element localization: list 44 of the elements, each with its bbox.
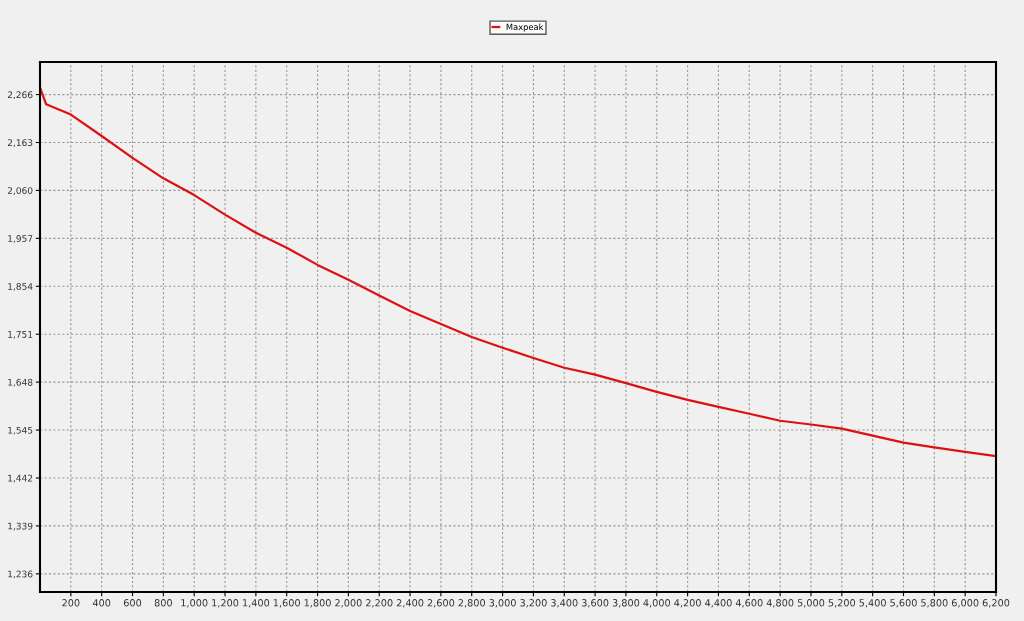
x-tick-label: 3,400: [551, 599, 578, 608]
y-tick-label: 1,648: [8, 378, 33, 387]
line-series: [40, 86, 996, 458]
y-tick-label: 1,751: [8, 331, 33, 339]
x-tick-label: 3,000: [489, 599, 516, 608]
y-tick-label: 2,163: [7, 139, 33, 147]
y-tick-label: 1,236: [8, 570, 33, 579]
x-tick-label: 5,200: [828, 599, 856, 608]
x-tick-label: 4,200: [674, 599, 701, 608]
x-tick-label: 2,600: [427, 599, 455, 608]
x-tick-label: 5,800: [921, 599, 948, 608]
x-tick-label: 5,600: [890, 599, 917, 608]
x-tick-label: 200: [62, 599, 80, 607]
y-tick-label: 1,957: [8, 235, 33, 243]
x-tick-label: 4,800: [766, 599, 794, 608]
x-tick-label: 800: [154, 599, 172, 607]
x-tick-label: 1,400: [243, 599, 270, 608]
x-tick-label: 5,400: [859, 599, 886, 608]
x-tick-label: 2,800: [458, 599, 486, 608]
x-tick-label: 2,000: [335, 599, 362, 608]
y-tick-label: 1,545: [8, 426, 33, 435]
x-tick-label: 1,800: [304, 599, 331, 608]
x-tick-label: 2,400: [396, 599, 424, 608]
x-tick-label: 3,200: [520, 599, 547, 608]
x-tick-label: 4,600: [735, 599, 763, 608]
y-tick-label: 1,854: [8, 283, 33, 291]
x-tick-label: 4,000: [643, 599, 671, 608]
x-tick-label: 1,600: [273, 599, 300, 608]
x-tick-label: 2,200: [366, 599, 393, 608]
x-tick-label: 1,200: [212, 599, 239, 608]
x-tick-label: 6,000: [951, 599, 979, 608]
x-tick-label: 5,000: [797, 599, 825, 608]
y-tick-label: 2,060: [7, 187, 33, 195]
y-tick-label: 2,266: [7, 91, 33, 100]
y-tick-label: 1,442: [8, 474, 33, 483]
y-tick-label: 1,339: [8, 522, 33, 531]
x-tick-label: 4,400: [705, 599, 732, 608]
x-tick-label: 1,000: [181, 599, 208, 608]
x-tick-label: 6,200: [982, 599, 1010, 608]
legend-label: Maxpeak: [506, 23, 544, 32]
x-tick-label: 600: [123, 599, 142, 607]
x-tick-label: 3,800: [612, 599, 640, 608]
x-tick-label: 3,600: [581, 599, 609, 608]
x-tick-label: 400: [92, 599, 111, 607]
